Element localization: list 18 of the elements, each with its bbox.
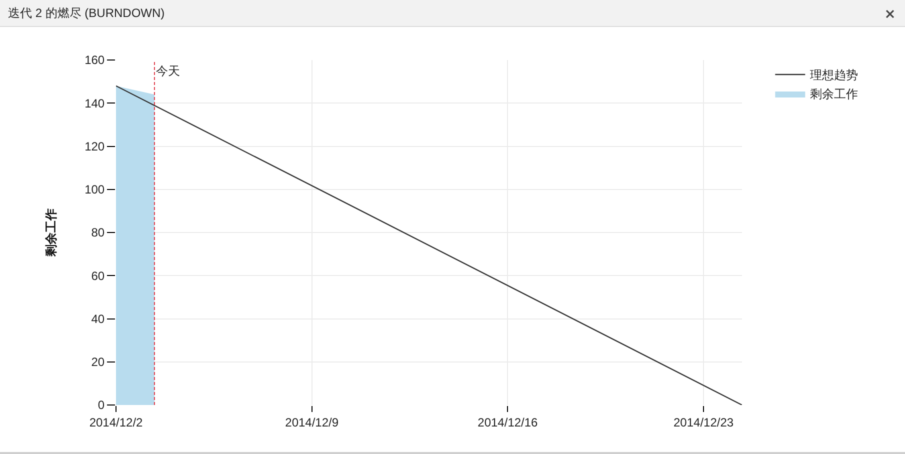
y-tick-label: 20 [91, 355, 105, 370]
x-tick-label: 2014/12/2 [89, 415, 144, 430]
y-tick-label: 0 [98, 398, 105, 412]
y-tick-label: 140 [84, 96, 105, 110]
y-tick-label: 100 [84, 182, 105, 197]
ref-line-label: 今天 [156, 64, 180, 78]
x-tick-label: 2014/12/16 [478, 415, 538, 430]
y-tick-label: 40 [91, 312, 105, 326]
y-axis-title: 剩余工作 [44, 208, 58, 258]
legend-label: 理想趋势 [810, 68, 858, 82]
chart-title: 迭代 2 的燃尽 (BURNDOWN) [8, 6, 165, 21]
y-tick-label: 120 [84, 139, 105, 154]
y-tick-label: 80 [91, 226, 105, 240]
y-tick-label: 160 [84, 53, 105, 68]
x-tick-label: 2014/12/9 [285, 415, 339, 430]
x-tick-label: 2014/12/23 [674, 415, 734, 430]
legend-label: 剩余工作 [810, 87, 858, 102]
y-tick-label: 60 [91, 268, 105, 283]
